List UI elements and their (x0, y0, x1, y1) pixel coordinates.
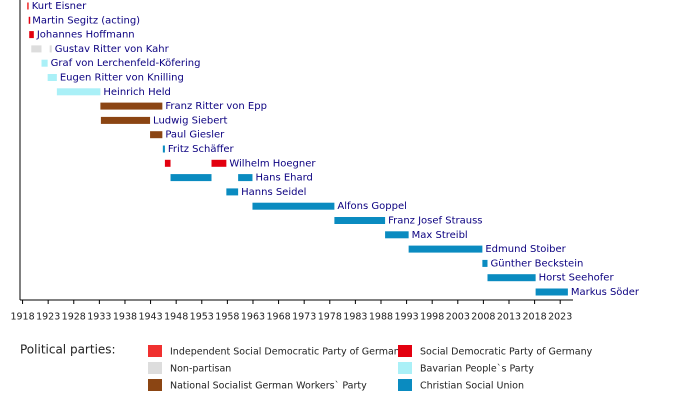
x-tick-label: 1998 (420, 312, 444, 323)
legend-label: National Socialist German Workers` Party (170, 381, 367, 392)
x-tick-label: 1978 (318, 312, 342, 323)
x-tick-label: 2003 (446, 312, 470, 323)
person-label: Edmund Stoiber (485, 244, 566, 255)
term-bar (385, 231, 409, 239)
term-bar (150, 131, 163, 139)
person-label: Graf von Lerchenfeld-Köfering (51, 58, 201, 69)
term-bar (482, 259, 488, 267)
x-tick-label: 1968 (266, 312, 290, 323)
x-tick-label: 1953 (190, 312, 214, 323)
x-tick-label: 1933 (87, 312, 111, 323)
legend-swatch (148, 362, 162, 374)
term-bar (29, 31, 34, 39)
term-bar (408, 245, 483, 253)
x-tick-label: 1958 (215, 312, 239, 323)
term-bar (162, 145, 165, 153)
x-tick-label: 1948 (164, 312, 188, 323)
x-tick-label: 1988 (369, 312, 393, 323)
term-bar (226, 188, 239, 196)
x-tick-label: 1923 (36, 312, 60, 323)
term-bar (535, 288, 568, 296)
person-label: Markus Söder (571, 287, 640, 298)
person-label: Paul Giesler (165, 130, 225, 141)
term-bar (31, 45, 42, 53)
term-bar (170, 174, 212, 182)
legend-label: Non-partisan (170, 364, 231, 375)
person-label: Max Streibl (412, 230, 468, 241)
legend-label: Bavarian People`s Party (420, 364, 534, 375)
term-bar (28, 16, 31, 24)
person-label: Franz Ritter von Epp (165, 101, 267, 112)
x-tick-label: 1918 (10, 312, 34, 323)
term-bar (487, 274, 536, 282)
legend-swatch (148, 379, 162, 391)
person-label: Wilhelm Hoegner (229, 158, 316, 169)
x-tick-label: 2018 (523, 312, 547, 323)
person-label: Heinrich Held (103, 87, 171, 98)
term-bar (252, 202, 335, 210)
person-label: Alfons Goppel (337, 201, 406, 212)
person-label: Fritz Schäffer (168, 144, 235, 155)
x-tick-label: 1938 (113, 312, 137, 323)
person-label: Ludwig Siebert (153, 115, 227, 126)
person-label: Horst Seehofer (539, 273, 615, 284)
person-label: Johannes Hoffmann (36, 30, 135, 41)
x-tick-label: 1928 (62, 312, 86, 323)
person-label: Hanns Seidel (241, 187, 306, 198)
term-bar (56, 88, 101, 96)
x-tick-label: 2023 (548, 312, 572, 323)
x-tick-label: 2013 (497, 312, 521, 323)
term-bar (211, 159, 227, 167)
legend-label: Independent Social Democratic Party of G… (170, 347, 406, 358)
term-bar (49, 45, 52, 53)
person-label: Kurt Eisner (32, 1, 87, 12)
person-label: Günther Beckstein (490, 258, 583, 269)
term-bar (334, 217, 386, 224)
term-bar (100, 116, 151, 124)
x-tick-label: 1973 (292, 312, 316, 323)
x-tick-label: 2008 (471, 312, 495, 323)
term-bar (47, 74, 57, 81)
legend-swatch (398, 362, 412, 374)
legend-swatch (398, 345, 412, 357)
legend-label: Christian Social Union (420, 381, 524, 392)
person-label: Franz Josef Strauss (388, 216, 482, 227)
x-tick-label: 1983 (343, 312, 367, 323)
person-label: Gustav Ritter von Kahr (55, 44, 170, 55)
term-bar (27, 2, 29, 10)
x-tick-label: 1943 (138, 312, 162, 323)
person-label: Martin Segitz (acting) (32, 15, 140, 26)
person-label: Eugen Ritter von Knilling (60, 73, 184, 84)
legend-title: Political parties: (20, 343, 116, 357)
legend-swatch (148, 345, 162, 357)
x-tick-label: 1993 (394, 312, 418, 323)
term-bar (41, 59, 48, 67)
x-tick-label: 1963 (241, 312, 265, 323)
legend-label: Social Democratic Party of Germany (420, 347, 593, 358)
person-label: Hans Ehard (255, 173, 312, 184)
term-bar (238, 174, 253, 182)
legend-swatch (398, 379, 412, 391)
term-bar (164, 159, 171, 167)
term-bar (100, 102, 163, 110)
